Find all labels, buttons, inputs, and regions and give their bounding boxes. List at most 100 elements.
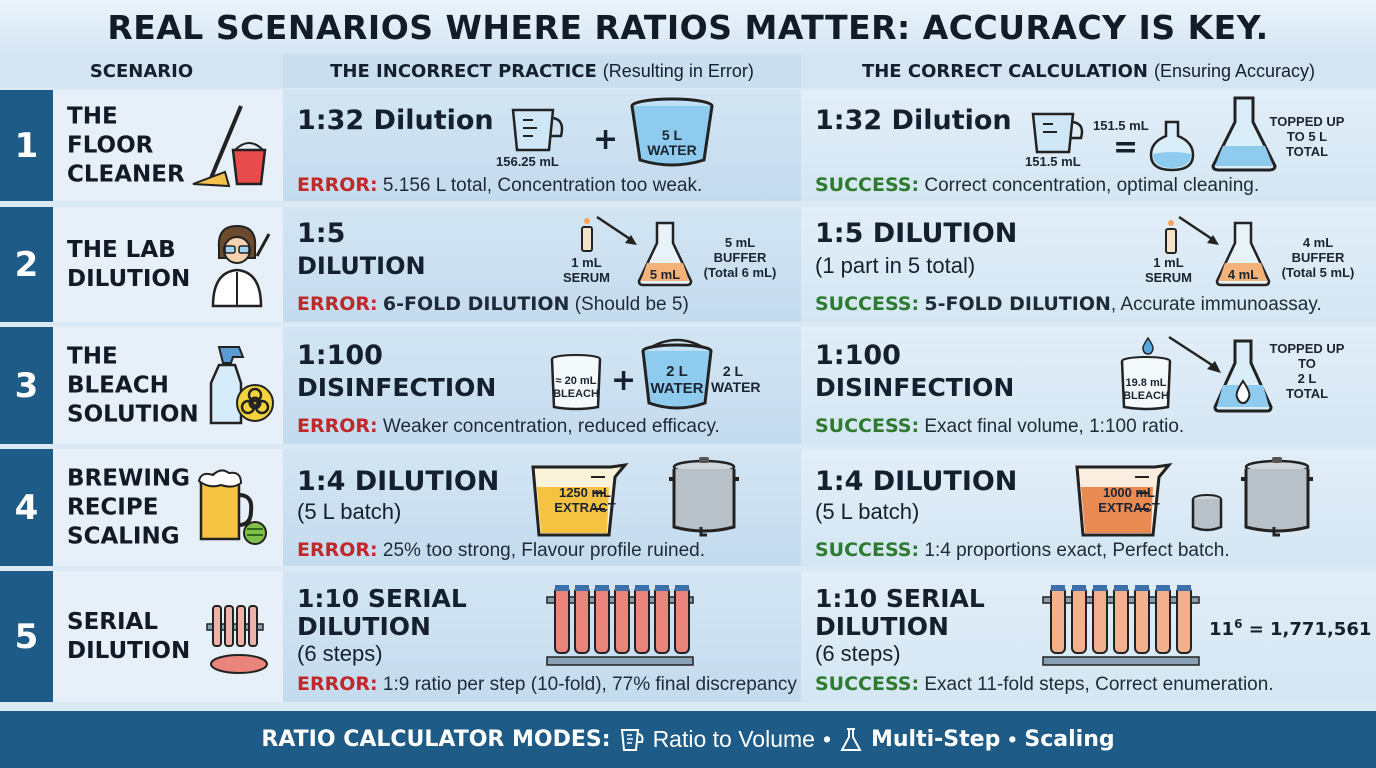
incorrect-subtitle: DISINFECTION <box>297 373 497 402</box>
topped-up-label: TOPPED UP TO 5 L TOTAL <box>1269 114 1345 159</box>
correct-title: 1:5 DILUTION <box>815 218 1018 249</box>
amount-label: 156.25 mL <box>496 154 559 169</box>
incorrect-subtitle: (6 steps) <box>297 641 383 666</box>
arrow-icon <box>596 215 637 245</box>
scenario-row-4: 4 BREWING RECIPE SCALING 1:4 DILUTION (5… <box>0 449 1376 566</box>
erlenmeyer-flask-icon <box>1215 221 1271 287</box>
serial-tube-rack-icon <box>546 585 694 666</box>
round-flask-icon <box>1149 120 1195 172</box>
flask-volume-label: 5 mL <box>649 267 681 282</box>
measuring-cup-icon <box>511 108 564 152</box>
arrow-icon <box>1168 335 1221 373</box>
beer-mug-hops-icon <box>197 468 267 545</box>
incorrect-cell: 1:100 DISINFECTION ≈ 20 mL BLEACH + 2 L … <box>283 327 801 444</box>
measuring-jug-icon <box>1075 463 1173 537</box>
correct-cell: 1:32 Dilution 151.5 mL 151.5 mL = TOPPED… <box>801 90 1376 201</box>
water-amount-label: 2 L WATER <box>711 363 761 395</box>
scenario-row-5: 5 SERIAL DILUTION 1:10 SERIAL DILUTION (… <box>0 571 1376 702</box>
buffer-label: 4 mL BUFFER (Total 5 mL) <box>1281 235 1355 280</box>
correct-title: 1:4 DILUTION <box>815 466 1018 497</box>
topped-up-label: TOPPED UP TO 2 L TOTAL <box>1269 341 1345 401</box>
bleach-beaker-icon <box>1120 356 1172 411</box>
scenario-name: BREWING RECIPE SCALING <box>67 465 191 549</box>
scenario-cell: BREWING RECIPE SCALING <box>53 449 283 566</box>
scenario-row-2: 2 THE LAB DILUTION 1:5 DILUTION 1 mL SER… <box>0 207 1376 322</box>
spray-bottle-biohazard-icon <box>209 345 274 424</box>
test-tubes-petri-icon <box>206 604 268 674</box>
error-status: ERROR: Weaker concentration, reduced eff… <box>297 415 720 437</box>
equals-sign: = <box>1113 130 1139 165</box>
incorrect-cell: 1:4 DILUTION (5 L batch) 1250 mL EXTRACT… <box>283 449 801 566</box>
scenario-name: THE BLEACH SOLUTION <box>67 343 199 427</box>
bleach-label: 19.8 mL BLEACH <box>1123 377 1169 402</box>
success-status: SUCCESS: Exact final volume, 1:100 ratio… <box>815 415 1185 437</box>
incorrect-subtitle: (5 L batch) <box>297 499 402 524</box>
correct-cell: 1:10 SERIAL DILUTION (6 steps) 116 = 1,7… <box>801 571 1376 702</box>
plus-sign: + <box>593 122 619 157</box>
scenario-cell: THE LAB DILUTION <box>53 207 283 322</box>
correct-subtitle: (6 steps) <box>815 641 901 666</box>
incorrect-title: 1:100 <box>297 340 383 371</box>
scenario-row-1: 1 THE FLOOR CLEANER 1:32 Dilution 156.25… <box>0 90 1376 201</box>
water-bucket-icon <box>641 338 713 410</box>
serial-tube-rack-icon <box>1042 585 1200 666</box>
scenario-name: SERIAL DILUTION <box>67 608 191 664</box>
separator-dot: • <box>1008 726 1017 752</box>
correct-title: 1:32 Dilution <box>815 105 1012 136</box>
scenario-cell: SERIAL DILUTION <box>53 571 283 702</box>
bleach-beaker-icon <box>550 354 602 411</box>
serum-vial-icon <box>1165 220 1177 254</box>
mode-multi-step: Multi-Step <box>871 727 1001 752</box>
bleach-label: ≈ 20 mL BLEACH <box>553 375 599 400</box>
correct-title: 1:100 <box>815 340 901 371</box>
row-number: 2 <box>0 207 53 322</box>
amount-label: 151.5 mL <box>1093 118 1149 133</box>
header-correct: THE CORRECT CALCULATION (Ensuring Accurac… <box>801 54 1376 88</box>
incorrect-cell: 1:32 Dilution 156.25 mL + 5 L WATER ERRO… <box>283 90 801 201</box>
buffer-label: 5 mL BUFFER (Total 6 mL) <box>703 235 777 280</box>
scenario-cell: THE FLOOR CLEANER <box>53 90 283 201</box>
water-bucket-icon <box>630 97 714 167</box>
correct-cell: 1:100 DISINFECTION 19.8 mL BLEACH TOPPED… <box>801 327 1376 444</box>
incorrect-title: 1:5 <box>297 218 346 249</box>
plus-sign: + <box>611 363 637 398</box>
row-number: 5 <box>0 571 53 702</box>
success-status: SUCCESS: 5-FOLD DILUTION, Accurate immun… <box>815 293 1322 315</box>
flask-volume-label: 4 mL <box>1227 267 1259 282</box>
erlenmeyer-flask-icon <box>1211 96 1277 172</box>
erlenmeyer-flask-icon <box>637 221 693 287</box>
correct-subtitle: (1 part in 5 total) <box>815 253 976 278</box>
measuring-jug-icon <box>531 463 629 537</box>
extract-label: 1000 mL EXTRACT <box>1098 485 1160 515</box>
scenario-name: THE LAB DILUTION <box>67 236 191 292</box>
measuring-cup-icon <box>620 728 644 751</box>
serum-label: 1 mL SERUM <box>563 255 610 285</box>
correct-cell: 1:5 DILUTION (1 part in 5 total) 1 mL SE… <box>801 207 1376 322</box>
row-number: 1 <box>0 90 53 201</box>
calculator-modes-bar: RATIO CALCULATOR MODES: Ratio to Volume … <box>0 711 1376 768</box>
scenario-row-3: 3 THE BLEACH SOLUTION 1:100 DISINFECTION… <box>0 327 1376 444</box>
success-status: SUCCESS: Correct concentration, optimal … <box>815 174 1260 196</box>
mop-bucket-icon <box>192 104 267 187</box>
extract-label: 1250 mL EXTRACT <box>554 485 616 515</box>
row-number: 3 <box>0 327 53 444</box>
correct-cell: 1:4 DILUTION (5 L batch) 1000 mL EXTRACT… <box>801 449 1376 566</box>
separator-dot: • <box>822 726 831 752</box>
scientist-icon <box>211 224 271 307</box>
scenario-cell: THE BLEACH SOLUTION <box>53 327 283 444</box>
header-incorrect: THE INCORRECT PRACTICE (Resulting in Erro… <box>283 54 801 88</box>
mode-scaling: Scaling <box>1024 727 1115 752</box>
header-scenario: SCENARIO <box>0 54 283 88</box>
mode-ratio-to-volume: Ratio to Volume <box>652 726 815 752</box>
error-status: ERROR: 1:9 ratio per step (10-fold), 77%… <box>297 673 797 695</box>
correct-title: 1:10 SERIAL DILUTION <box>815 584 985 641</box>
error-status: ERROR: 25% too strong, Flavour profile r… <box>297 539 706 561</box>
brewing-pot-icon <box>669 457 739 537</box>
erlenmeyer-flask-icon <box>1213 339 1273 413</box>
arrow-icon <box>1178 215 1219 245</box>
incorrect-title: 1:32 Dilution <box>297 105 494 136</box>
serum-vial-icon <box>581 218 593 252</box>
formula-text: 116 = 1,771,561 <box>1209 617 1372 640</box>
water-label: 2 L WATER <box>650 363 704 397</box>
success-status: SUCCESS: Exact 11-fold steps, Correct en… <box>815 673 1274 695</box>
